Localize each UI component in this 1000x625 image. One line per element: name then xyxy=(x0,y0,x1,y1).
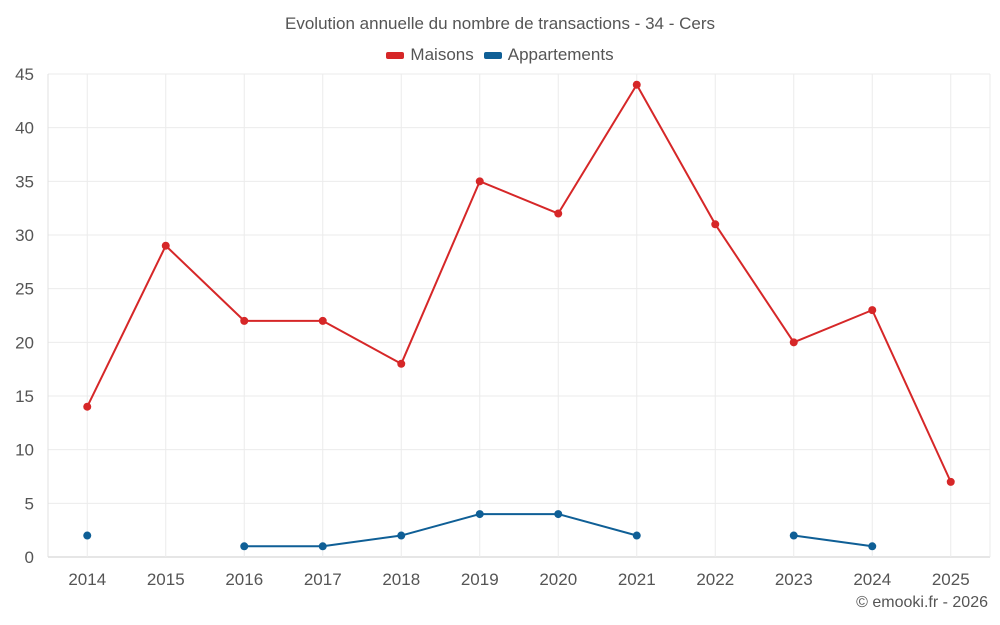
x-tick-label: 2017 xyxy=(304,570,342,589)
data-point-maisons xyxy=(554,209,563,218)
y-tick-label: 25 xyxy=(15,280,34,299)
x-axis: 2014 2015 2016 2017 2018 2019 2020 2021 2022 2023… xyxy=(68,570,969,589)
data-point-appartements xyxy=(632,531,641,540)
x-tick-label: 2025 xyxy=(932,570,970,589)
data-point-maisons xyxy=(83,402,92,411)
y-tick-label: 20 xyxy=(15,333,34,352)
series-line-appartements xyxy=(244,513,638,548)
x-tick-label: 2021 xyxy=(618,570,656,589)
x-tick-label: 2022 xyxy=(696,570,734,589)
series-line-maisons xyxy=(86,83,952,483)
series-appartements xyxy=(83,510,877,551)
data-point-maisons xyxy=(161,241,170,250)
data-point-maisons xyxy=(868,306,877,315)
data-point-maisons xyxy=(240,316,249,325)
data-point-appartements xyxy=(868,542,877,551)
data-point-maisons xyxy=(318,316,327,325)
data-point-maisons xyxy=(475,177,484,186)
data-point-appartements xyxy=(397,531,406,540)
legend: Maisons Appartements xyxy=(0,45,1000,65)
data-point-appartements xyxy=(83,531,92,540)
y-axis: 0 5 10 15 20 25 30 35 40 45 xyxy=(15,65,34,567)
data-point-maisons xyxy=(789,338,798,347)
y-tick-label: 40 xyxy=(15,119,34,138)
y-tick-label: 45 xyxy=(15,65,34,84)
data-point-maisons xyxy=(946,477,955,486)
series-layer xyxy=(83,80,955,551)
data-point-appartements xyxy=(240,542,249,551)
data-point-maisons xyxy=(711,220,720,229)
x-tick-label: 2019 xyxy=(461,570,499,589)
y-tick-label: 0 xyxy=(25,548,34,567)
y-tick-label: 5 xyxy=(25,494,34,513)
legend-label-maisons: Maisons xyxy=(410,45,474,64)
data-point-appartements xyxy=(554,510,563,519)
data-point-maisons xyxy=(397,359,406,368)
data-point-maisons xyxy=(632,80,641,89)
series-maisons xyxy=(83,80,955,486)
data-point-appartements xyxy=(318,542,327,551)
x-tick-label: 2015 xyxy=(147,570,185,589)
data-point-appartements xyxy=(475,510,484,519)
y-tick-label: 30 xyxy=(15,226,34,245)
legend-swatch-maisons xyxy=(386,51,405,59)
credit-text: © emooki.fr - 2026 xyxy=(856,594,988,611)
legend-swatch-appartements xyxy=(483,51,502,59)
series-line-appartements xyxy=(793,534,873,548)
x-tick-label: 2014 xyxy=(68,570,106,589)
x-tick-label: 2018 xyxy=(382,570,420,589)
chart-title: Evolution annuelle du nombre de transact… xyxy=(285,14,715,33)
data-point-appartements xyxy=(789,531,798,540)
x-tick-label: 2023 xyxy=(775,570,813,589)
x-tick-label: 2020 xyxy=(539,570,577,589)
x-tick-label: 2024 xyxy=(853,570,891,589)
x-tick-label: 2016 xyxy=(225,570,263,589)
y-tick-label: 15 xyxy=(15,387,34,406)
legend-label-appartements: Appartements xyxy=(507,45,614,64)
legend-item-appartements[interactable]: Appartements xyxy=(483,45,614,65)
grid-lines xyxy=(47,73,991,558)
legend-item-maisons[interactable]: Maisons xyxy=(386,45,474,65)
y-tick-label: 10 xyxy=(15,441,34,460)
y-tick-label: 35 xyxy=(15,172,34,191)
